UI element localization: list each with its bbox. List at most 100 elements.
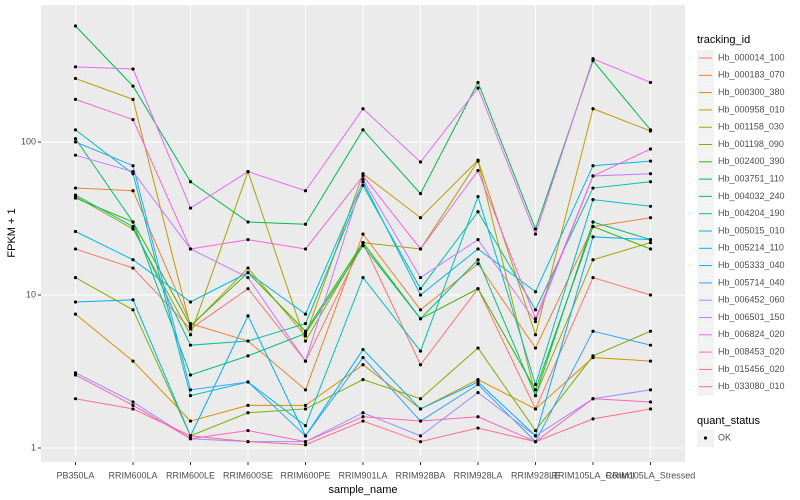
data-point — [476, 159, 480, 163]
y-tick-label: 100 — [21, 136, 36, 146]
legend-label: Hb_005333_040 — [718, 260, 785, 270]
data-point — [246, 403, 250, 407]
data-point — [246, 411, 250, 415]
legend-title: quant_status — [697, 415, 760, 427]
data-point — [73, 65, 78, 69]
data-point — [476, 287, 480, 291]
data-point — [418, 407, 423, 411]
legend-label: Hb_002400_390 — [718, 156, 785, 166]
data-point — [418, 247, 423, 251]
data-point — [533, 382, 538, 387]
y-tick-label: 10 — [26, 289, 36, 299]
data-point — [533, 317, 538, 321]
legend-title: tracking_id — [697, 34, 750, 46]
legend-swatch — [703, 436, 708, 440]
data-point — [591, 224, 595, 229]
x-tick-label: RRIM105LA_Control — [551, 470, 634, 480]
data-point — [188, 437, 193, 441]
data-point — [131, 220, 135, 224]
data-point — [73, 186, 78, 190]
data-point — [246, 266, 250, 270]
data-point — [648, 80, 653, 85]
data-point — [533, 320, 538, 324]
data-point — [73, 373, 78, 377]
data-point — [591, 329, 595, 333]
data-point — [361, 241, 365, 245]
data-point — [648, 128, 653, 132]
data-point — [591, 397, 595, 401]
data-point — [246, 170, 250, 174]
legend-label: Hb_001198_090 — [718, 139, 784, 149]
data-point — [131, 407, 135, 411]
data-point — [131, 164, 135, 168]
data-point — [533, 290, 538, 294]
data-point — [131, 266, 135, 270]
data-point — [533, 428, 538, 433]
data-point — [303, 388, 308, 392]
data-point — [73, 397, 78, 401]
legend-label: Hb_006501_150 — [718, 312, 785, 322]
data-point — [648, 359, 653, 363]
data-point — [533, 388, 538, 392]
data-point — [418, 363, 423, 367]
x-tick-label: PB350LA — [56, 470, 94, 480]
data-point — [418, 308, 423, 312]
data-point — [591, 198, 595, 202]
data-point — [131, 84, 135, 88]
data-point — [361, 183, 365, 188]
data-point — [418, 440, 423, 444]
data-point — [131, 298, 135, 302]
legend-label: Hb_001158_030 — [718, 122, 784, 132]
data-point — [131, 170, 135, 174]
data-point — [246, 287, 250, 291]
data-point — [188, 300, 193, 304]
data-point — [648, 241, 653, 245]
data-point — [73, 196, 78, 200]
data-point — [476, 194, 480, 199]
data-point — [648, 180, 653, 184]
legend-label: Hb_005015_010 — [718, 225, 785, 235]
legend-label: Hb_000958_010 — [718, 104, 785, 114]
legend-label: Hb_015456_020 — [718, 364, 785, 374]
data-point — [303, 403, 308, 407]
data-point — [361, 244, 365, 248]
data-point — [648, 159, 653, 163]
data-point — [73, 153, 78, 157]
data-point — [591, 275, 595, 280]
data-point — [246, 440, 250, 444]
data-point — [591, 186, 595, 190]
data-point — [73, 24, 78, 28]
data-point — [476, 391, 480, 395]
data-point — [476, 86, 480, 90]
x-tick-label: RRIM928LE — [511, 470, 560, 480]
x-tick-label: RRIM600PE — [280, 470, 330, 480]
data-point — [361, 232, 365, 236]
data-point — [361, 363, 365, 367]
data-point — [361, 180, 365, 184]
data-point — [303, 329, 308, 333]
data-point — [533, 333, 538, 337]
data-point — [418, 275, 423, 280]
data-point — [648, 238, 653, 242]
data-point — [533, 394, 538, 398]
data-point — [591, 354, 595, 358]
data-point — [476, 415, 480, 419]
data-point — [73, 229, 78, 234]
data-point — [246, 314, 250, 318]
data-point — [246, 275, 250, 280]
data-point — [476, 382, 480, 387]
data-point — [303, 443, 308, 447]
x-tick-label: RRIM600LE — [166, 470, 215, 480]
data-point — [648, 329, 653, 333]
data-point — [361, 174, 365, 178]
legend-label: Hb_005714_040 — [718, 277, 785, 287]
data-point — [648, 400, 653, 404]
data-point — [303, 331, 308, 336]
legend-label: Hb_033080_010 — [718, 381, 785, 391]
data-point — [131, 189, 135, 193]
x-tick-label: RRIM928LA — [453, 470, 502, 480]
data-point — [418, 397, 423, 401]
data-point — [418, 293, 423, 297]
legend-label: Hb_005214_110 — [718, 243, 784, 253]
data-point — [591, 220, 595, 224]
